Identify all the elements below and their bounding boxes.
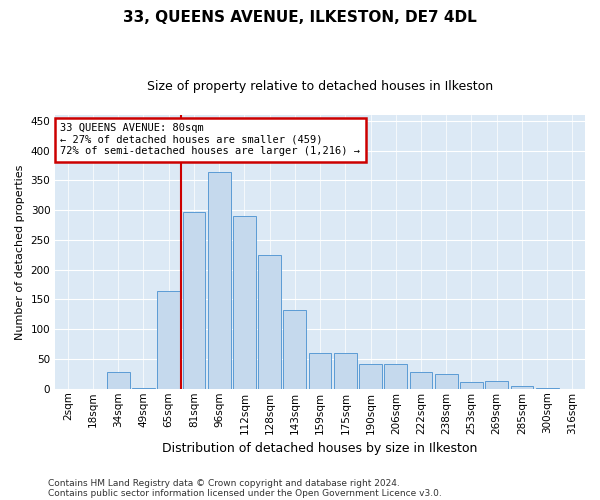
Y-axis label: Number of detached properties: Number of detached properties [15,164,25,340]
Bar [334,353,356,389]
Bar [410,372,433,389]
Text: 33 QUEENS AVENUE: 80sqm
← 27% of detached houses are smaller (459)
72% of semi-d: 33 QUEENS AVENUE: 80sqm ← 27% of detache… [61,123,361,156]
Bar [107,372,130,389]
Bar [258,255,281,389]
Text: Contains public sector information licensed under the Open Government Licence v3: Contains public sector information licen… [48,488,442,498]
Bar [309,353,331,389]
Bar [132,388,155,389]
Bar [208,172,230,389]
Bar [182,212,205,389]
Bar [485,381,508,389]
Bar [233,216,256,389]
Text: 33, QUEENS AVENUE, ILKESTON, DE7 4DL: 33, QUEENS AVENUE, ILKESTON, DE7 4DL [123,10,477,25]
Bar [536,388,559,389]
Bar [283,310,306,389]
Bar [511,386,533,389]
X-axis label: Distribution of detached houses by size in Ilkeston: Distribution of detached houses by size … [163,442,478,455]
Bar [157,290,180,389]
Bar [460,382,483,389]
Bar [435,374,458,389]
Text: Contains HM Land Registry data © Crown copyright and database right 2024.: Contains HM Land Registry data © Crown c… [48,478,400,488]
Title: Size of property relative to detached houses in Ilkeston: Size of property relative to detached ho… [147,80,493,93]
Bar [385,364,407,389]
Bar [359,364,382,389]
